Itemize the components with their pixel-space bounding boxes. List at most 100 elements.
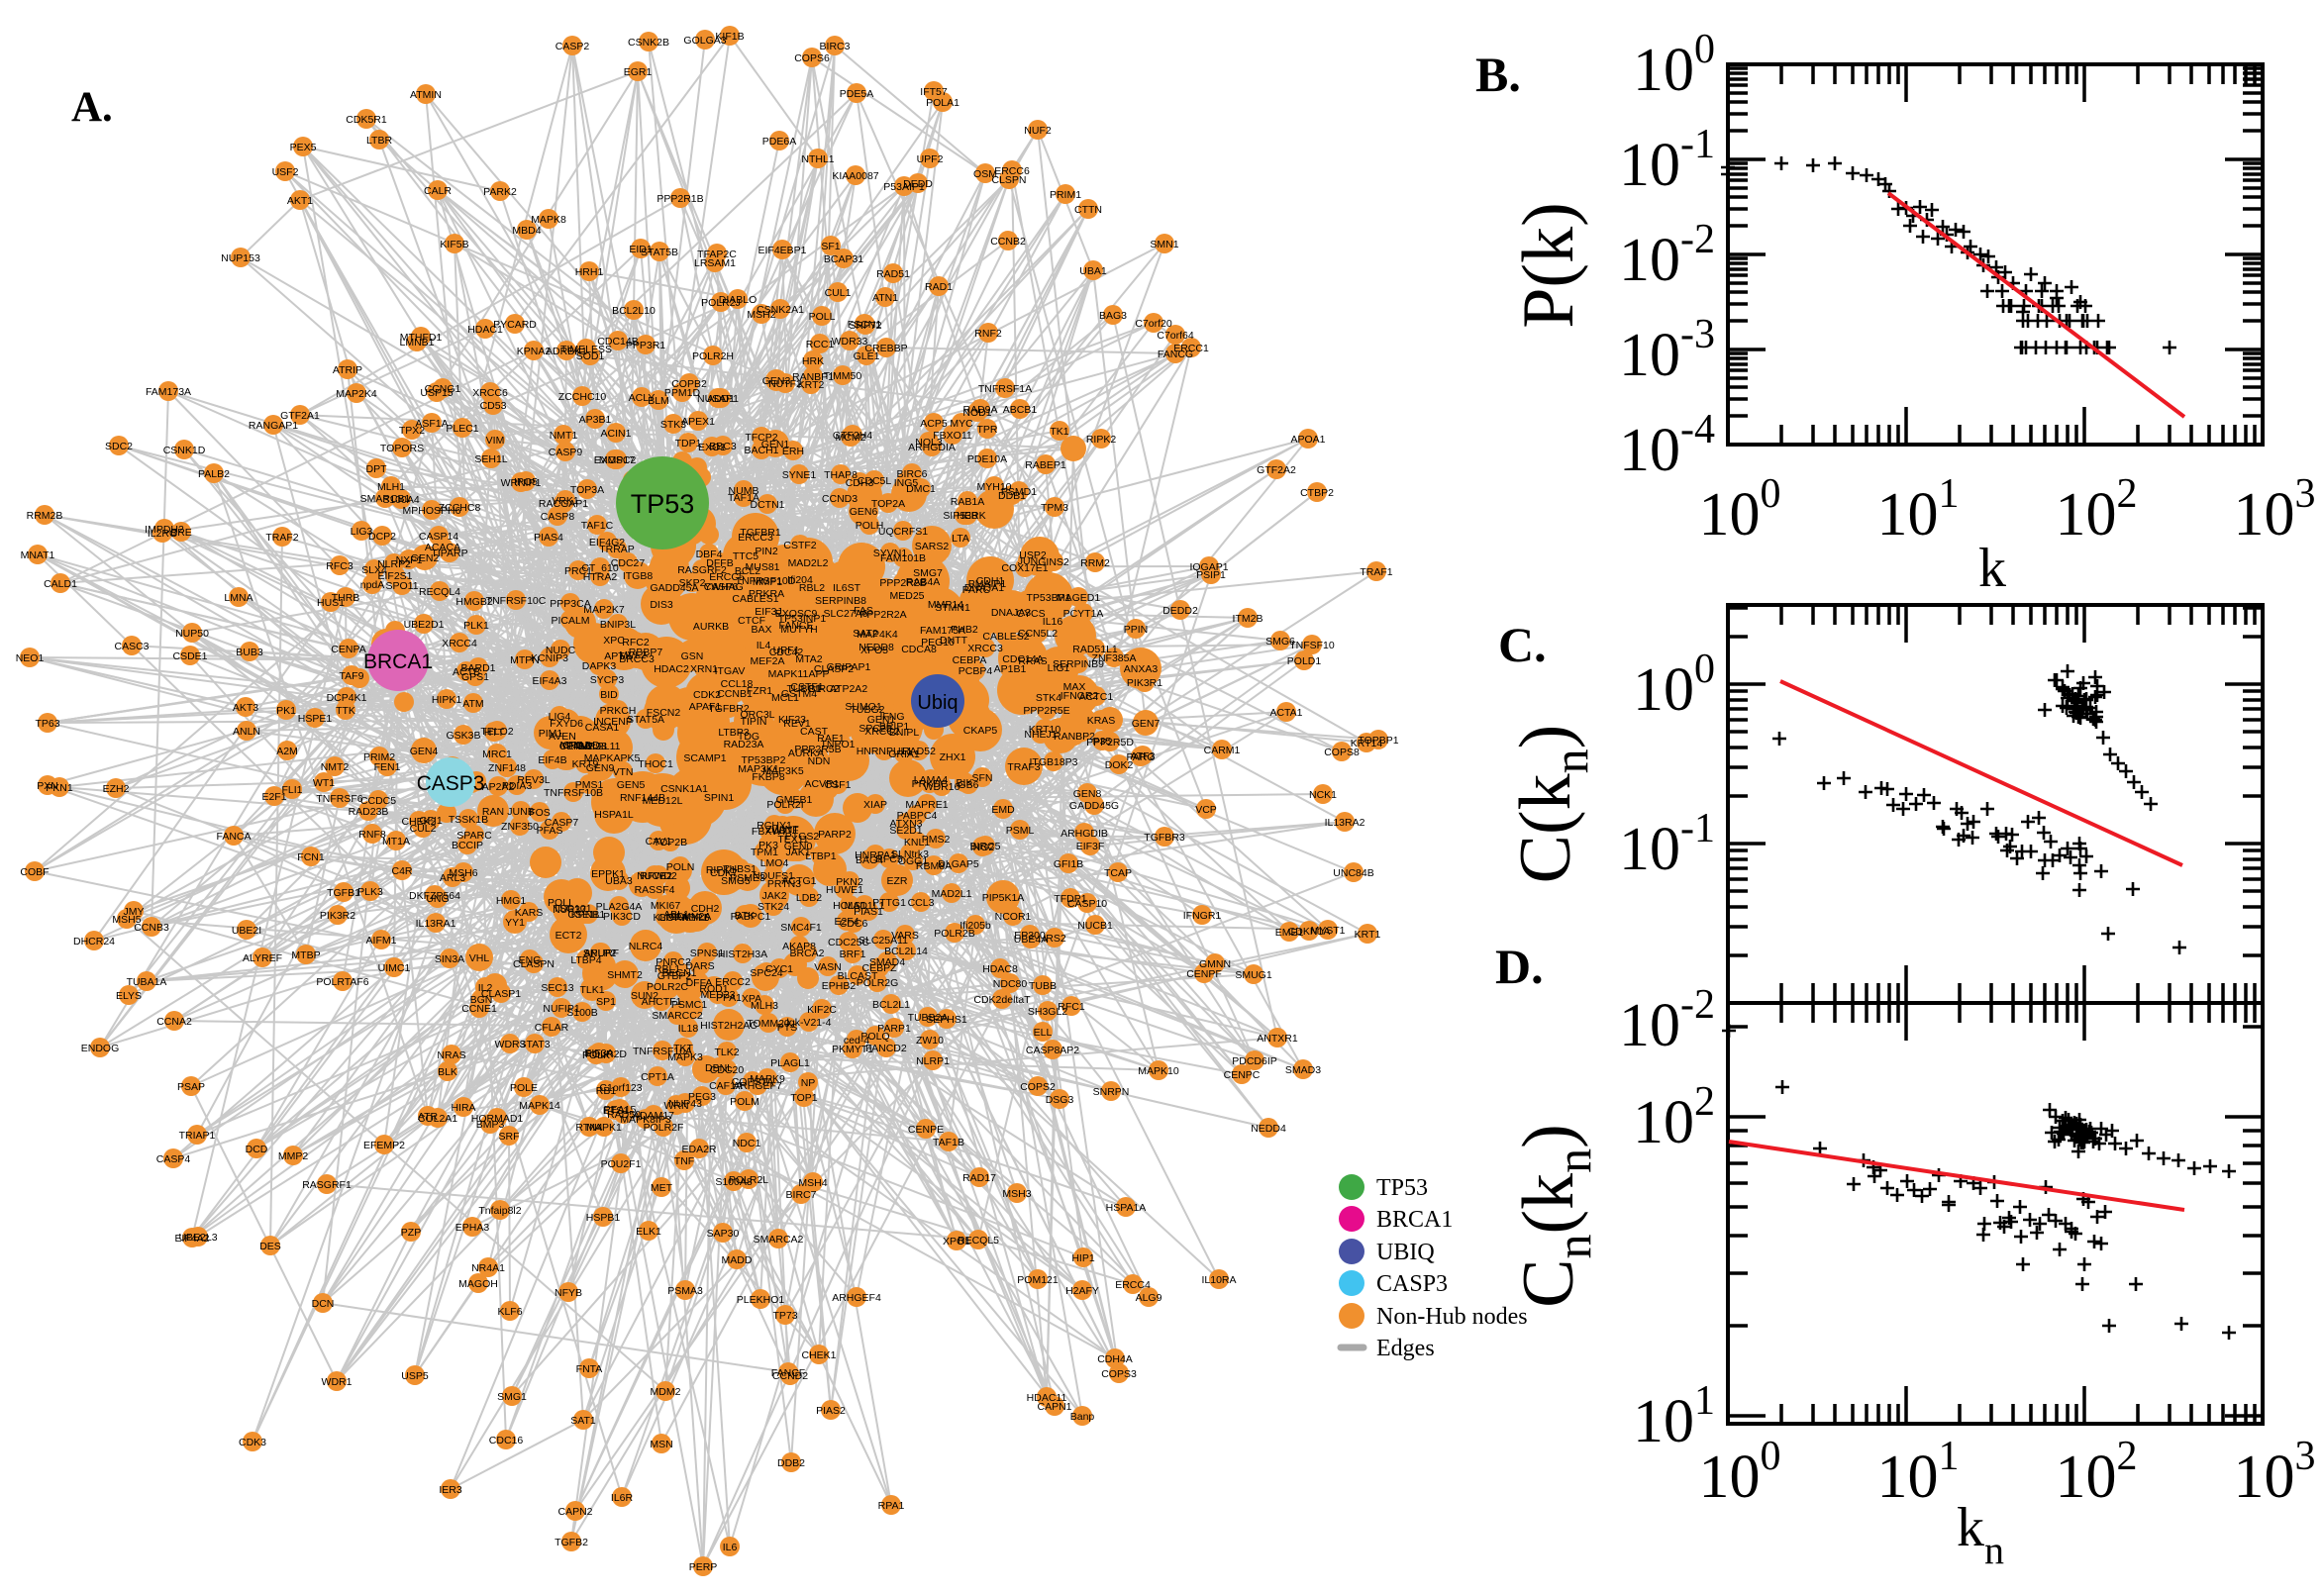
svg-text:C7orf64: C7orf64 [1157, 330, 1194, 342]
svg-text:SEH1L: SEH1L [474, 453, 507, 465]
svg-text:NMT1: NMT1 [550, 430, 578, 442]
svg-text:POLR2I: POLR2I [766, 799, 803, 811]
svg-text:TUBA1A: TUBA1A [127, 976, 167, 988]
svg-text:THRB: THRB [332, 592, 360, 604]
svg-text:POLM: POLM [730, 1096, 759, 1108]
svg-text:CDCA8: CDCA8 [901, 644, 937, 655]
svg-text:SRP72: SRP72 [849, 320, 881, 332]
svg-text:ANLN: ANLN [233, 726, 260, 738]
svg-text:NFYB: NFYB [555, 1287, 582, 1299]
svg-text:GOLGA3: GOLGA3 [683, 35, 726, 47]
svg-text:NUP50: NUP50 [175, 628, 209, 640]
svg-text:CENPC: CENPC [1224, 1069, 1261, 1081]
svg-text:PFAS: PFAS [537, 825, 563, 837]
svg-text:PIAS1: PIAS1 [854, 906, 883, 918]
svg-text:FXYD6: FXYD6 [550, 718, 583, 730]
svg-text:MAD2L2: MAD2L2 [788, 557, 829, 569]
svg-text:RFC3: RFC3 [326, 560, 354, 572]
svg-text:TNFRSF6: TNFRSF6 [316, 793, 362, 805]
svg-text:TUBB: TUBB [1029, 980, 1057, 992]
svg-text:CASP8: CASP8 [541, 511, 575, 523]
svg-text:CCNB3: CCNB3 [134, 922, 169, 934]
svg-text:EIF4B: EIF4B [538, 754, 566, 766]
svg-text:MED25: MED25 [889, 590, 924, 602]
svg-text:XPO5: XPO5 [860, 645, 888, 656]
svg-text:CDH1: CDH1 [976, 575, 1005, 587]
svg-text:TAF1B: TAF1B [933, 1137, 964, 1148]
svg-text:CD53: CD53 [480, 400, 507, 412]
svg-text:SMC4F1: SMC4F1 [780, 922, 822, 934]
svg-text:IL10RA: IL10RA [1201, 1274, 1236, 1286]
svg-text:D.: D. [1495, 939, 1544, 994]
svg-text:NRAS: NRAS [437, 1049, 465, 1061]
svg-text:MSH4: MSH4 [798, 1177, 827, 1189]
svg-text:BCL2L1: BCL2L1 [872, 999, 910, 1011]
svg-text:DES: DES [259, 1241, 281, 1252]
svg-text:MBD4: MBD4 [512, 225, 541, 237]
svg-text:POLA1: POLA1 [926, 97, 960, 109]
svg-text:ANTXR1: ANTXR1 [1257, 1033, 1298, 1045]
svg-text:EMD: EMD [991, 804, 1015, 816]
svg-text:TCAP: TCAP [1104, 867, 1132, 879]
svg-text:LTA: LTA [952, 533, 969, 545]
svg-text:DSG3: DSG3 [1046, 1094, 1074, 1106]
svg-text:HRK: HRK [802, 355, 824, 367]
svg-text:NEO1: NEO1 [16, 652, 45, 664]
svg-text:MMP17: MMP17 [599, 454, 635, 466]
svg-text:NUFIP1: NUFIP1 [543, 1003, 580, 1015]
svg-text:IER3: IER3 [439, 1484, 462, 1496]
svg-text:LIG3: LIG3 [351, 526, 373, 538]
svg-text:TK1: TK1 [1050, 426, 1068, 438]
svg-text:CSNK1A1: CSNK1A1 [660, 783, 708, 795]
svg-text:AKT3: AKT3 [233, 702, 258, 714]
svg-text:FANCF: FANCF [771, 1367, 805, 1379]
svg-text:EPHB2: EPHB2 [822, 980, 857, 992]
svg-text:DEDD2: DEDD2 [1162, 605, 1198, 617]
svg-text:ACTB: ACTB [453, 666, 480, 678]
svg-text:NDC1: NDC1 [733, 1138, 761, 1149]
svg-text:CTCF: CTCF [738, 615, 765, 627]
svg-text:PIAS2: PIAS2 [816, 1405, 846, 1417]
svg-text:MT1A: MT1A [382, 836, 410, 848]
svg-text:LMNA: LMNA [224, 592, 252, 604]
svg-text:PZP: PZP [401, 1227, 421, 1239]
svg-text:EIF4G2: EIF4G2 [589, 537, 625, 549]
svg-text:CSNK2B: CSNK2B [628, 37, 669, 49]
svg-text:ITGAV: ITGAV [715, 665, 746, 677]
svg-text:TPR: TPR [977, 424, 998, 436]
svg-text:Ubiq: Ubiq [917, 692, 958, 714]
svg-text:ECT2: ECT2 [556, 930, 582, 942]
svg-text:PRIM2: PRIM2 [363, 751, 395, 763]
svg-text:GTF2A1: GTF2A1 [280, 410, 320, 422]
svg-text:ATM: ATM [462, 698, 483, 710]
svg-text:CALD1: CALD1 [44, 578, 77, 590]
svg-text:THOC1: THOC1 [638, 758, 673, 770]
svg-text:SLNtrk3: SLNtrk3 [891, 848, 929, 860]
svg-text:POLR2C: POLR2C [647, 981, 688, 993]
svg-text:CDC16: CDC16 [489, 1435, 524, 1446]
svg-text:PTS: PTS [777, 1022, 797, 1034]
svg-text:EIF3F: EIF3F [1076, 841, 1105, 852]
svg-text:MMP2: MMP2 [278, 1150, 308, 1162]
svg-text:A.: A. [71, 84, 113, 131]
svg-text:MET: MET [651, 1182, 673, 1194]
svg-text:COBF: COBF [20, 866, 49, 878]
svg-text:CDC14A: CDC14A [1002, 653, 1043, 665]
svg-text:DCD: DCD [246, 1144, 268, 1155]
svg-text:CLASP1: CLASP1 [481, 988, 521, 1000]
svg-text:FAS: FAS [854, 605, 873, 617]
svg-text:CCNA2: CCNA2 [156, 1016, 192, 1028]
svg-text:BIRC3: BIRC3 [820, 41, 851, 52]
svg-text:UBA1: UBA1 [1079, 265, 1107, 277]
svg-text:RIPK2: RIPK2 [1086, 434, 1117, 446]
svg-text:SPO11: SPO11 [385, 580, 418, 592]
svg-text:VTN: VTN [613, 766, 634, 778]
svg-text:TGFBR2: TGFBR2 [708, 703, 750, 715]
svg-text:DOK2: DOK2 [1105, 759, 1134, 771]
svg-text:SDC2: SDC2 [105, 441, 133, 452]
svg-text:ADAM17: ADAM17 [633, 1110, 674, 1122]
svg-text:UNC84B: UNC84B [1333, 867, 1373, 879]
svg-text:KRT14: KRT14 [1351, 738, 1383, 749]
svg-text:EDA2R: EDA2R [681, 1144, 716, 1155]
svg-text:PICALM: PICALM [551, 615, 589, 627]
